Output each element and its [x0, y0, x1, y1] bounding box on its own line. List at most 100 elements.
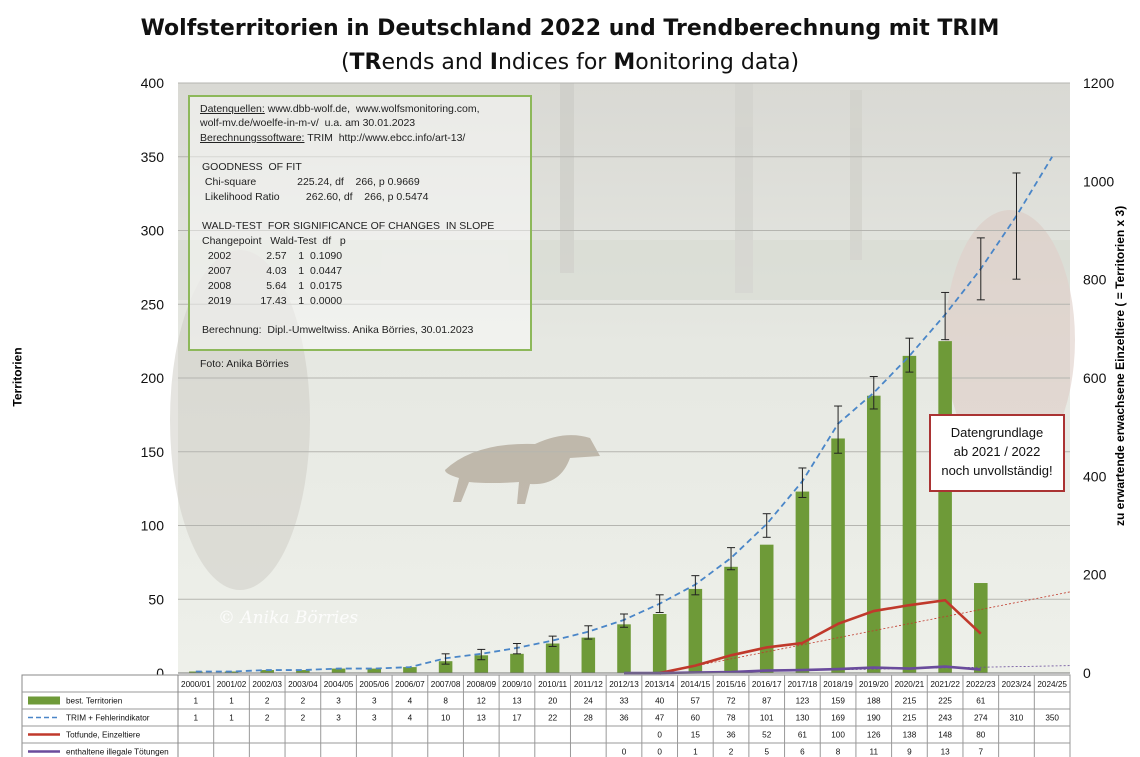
x-tick-label: 2018/19 — [823, 680, 853, 689]
table-cell: 1 — [194, 714, 199, 723]
table-cell: 13 — [512, 697, 522, 706]
info-software-label: Berechnungssoftware: — [200, 132, 305, 144]
calculation-credit: Berechnung: Dipl.-Umweltwiss. Anika Börr… — [202, 324, 474, 336]
wald-row: 2007 4.03 1 0.0447 — [202, 265, 343, 277]
table-cell: 148 — [938, 731, 952, 740]
table-cell: 5 — [764, 748, 769, 757]
table-cell: 72 — [726, 697, 736, 706]
photo-credit: Foto: Anika Börries — [200, 358, 289, 370]
table-cell: 3 — [336, 697, 341, 706]
x-tick-label: 2024/25 — [1037, 680, 1067, 689]
table-cell: 8 — [836, 748, 841, 757]
bar — [617, 624, 631, 673]
wald-test-heading: WALD-TEST FOR SIGNIFICANCE OF CHANGES IN… — [202, 220, 495, 232]
y-tick-label: 200 — [141, 370, 165, 386]
illegal-trendline — [659, 665, 1071, 674]
y-tick-label: 250 — [141, 296, 165, 312]
legend-swatch — [28, 696, 60, 705]
x-tick-label: 2003/04 — [288, 680, 318, 689]
table-cell: 52 — [762, 731, 772, 740]
x-tick-label: 2000/01 — [181, 680, 211, 689]
table-cell: 61 — [798, 731, 808, 740]
data-incomplete-note: Datengrundlage ab 2021 / 2022 noch unvol… — [929, 414, 1065, 492]
note-line2: ab 2021 / 2022 — [953, 444, 1041, 459]
table-cell: 169 — [831, 714, 845, 723]
y-tick-label: 50 — [148, 591, 164, 607]
table-cell: 7 — [979, 748, 984, 757]
y2-tick-label: 400 — [1083, 468, 1107, 484]
wald-row: 2002 2.57 1 0.1090 — [202, 250, 343, 262]
y2-tick-label: 600 — [1083, 370, 1107, 386]
x-tick-label: 2009/10 — [502, 680, 532, 689]
legend-label: Totfunde, Einzeltiere — [66, 731, 141, 740]
table-cell: 60 — [691, 714, 701, 723]
table-cell: 1 — [229, 714, 234, 723]
x-tick-label: 2017/18 — [788, 680, 818, 689]
background-photo-scenery — [170, 83, 1075, 590]
table-cell: 100 — [831, 731, 845, 740]
x-tick-label: 2001/02 — [217, 680, 247, 689]
table-cell: 215 — [903, 697, 917, 706]
x-tick-label: 2013/14 — [645, 680, 675, 689]
data-table: 2000/01 2001/02 2002/03 2003/04 2004/05 2005/… — [21, 674, 1071, 757]
x-tick-label: 2016/17 — [752, 680, 782, 689]
table-cell: 274 — [974, 714, 988, 723]
table-cell: 10 — [441, 714, 451, 723]
table-cell: 78 — [726, 714, 736, 723]
x-tick-label: 2008/09 — [466, 680, 496, 689]
table-cell: 2 — [729, 748, 734, 757]
x-tick-label: 2022/23 — [966, 680, 996, 689]
table-cell: 61 — [976, 697, 986, 706]
bar — [438, 661, 453, 673]
x-tick-label: 2010/11 — [538, 680, 567, 689]
table-cell: 2 — [265, 697, 270, 706]
table-cell: 20 — [548, 697, 558, 706]
y2-tick-label: 1200 — [1083, 75, 1114, 91]
x-tick-label: 2012/13 — [609, 680, 639, 689]
bar — [403, 667, 417, 673]
y2-tick-label: 800 — [1083, 272, 1107, 288]
goodness-of-fit-heading: GOODNESS OF FIT — [202, 161, 302, 173]
table-cell: 215 — [903, 714, 917, 723]
bar — [759, 544, 774, 673]
table-cell: 1 — [194, 697, 199, 706]
info-software-text: TRIM http://www.ebcc.info/art-13/ — [304, 132, 466, 144]
y-tick-label: 400 — [141, 75, 165, 91]
likelihood-ratio-row: Likelihood Ratio 262.60, df 266, p 0.547… — [202, 191, 429, 203]
table-cell: 36 — [726, 731, 736, 740]
x-tick-label: 2002/03 — [252, 680, 282, 689]
bar — [831, 438, 845, 673]
info-sources-text: www.dbb-wolf.de, www.wolfsmonitoring.com… — [264, 103, 480, 115]
table-cell: 123 — [796, 697, 810, 706]
x-tick-label: 2006/07 — [395, 680, 425, 689]
chi-square-row: Chi-square 225.24, df 266, p 0.9669 — [202, 176, 420, 188]
bar — [866, 395, 881, 673]
table-cell: 17 — [512, 714, 522, 723]
table-cell: 13 — [941, 748, 951, 757]
info-sources: Datenquellen: www.dbb-wolf.de, www.wolfs… — [200, 103, 480, 115]
bar — [795, 491, 810, 673]
table-cell: 126 — [867, 731, 881, 740]
y-tick-label: 150 — [141, 444, 165, 460]
table-cell: 130 — [796, 714, 810, 723]
table-cell: 0 — [657, 748, 662, 757]
gridlines — [178, 82, 1070, 674]
bar — [902, 355, 917, 673]
table-cell: 33 — [619, 697, 629, 706]
x-tick-label: 2020/21 — [895, 680, 925, 689]
info-sources-line2: wolf-mv.de/woelfe-in-m-v/ u.a. am 30.01.… — [200, 117, 416, 129]
table-cell: 4 — [408, 714, 413, 723]
totfunde-trendline — [659, 591, 1071, 674]
wolf-silhouette — [445, 435, 600, 504]
table-cell: 190 — [867, 714, 881, 723]
note-line3: noch unvollständig! — [941, 463, 1053, 478]
x-tick-label: 2007/08 — [431, 680, 461, 689]
table-cell: 159 — [831, 697, 845, 706]
bar — [974, 583, 988, 673]
table-cell: 3 — [336, 714, 341, 723]
note-line1: Datengrundlage — [950, 425, 1044, 440]
bar — [296, 670, 310, 673]
table-cell: 13 — [477, 714, 487, 723]
info-box: Datenquellen: www.dbb-wolf.de, www.wolfs… — [188, 95, 532, 351]
